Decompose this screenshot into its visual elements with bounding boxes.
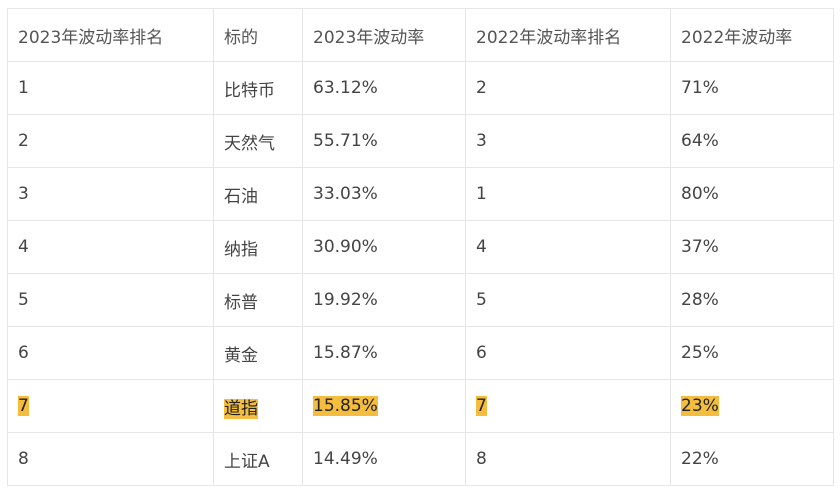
table-row: 4 纳指 30.90% 4 37% [7,220,834,274]
table-cell: 天然气 [213,114,303,168]
volatility-table: 2023年波动率排名 标的 2023年波动率 2022年波动率排名 2022年波动率 1… [7,8,834,486]
table-cell: 纳指 [213,220,303,274]
column-header: 2023年波动率排名 [7,8,214,62]
table-row: 8 上证A 14.49% 8 22% [7,432,834,486]
cell-text: 上证A [224,451,270,472]
cell-text: 8 [18,449,29,469]
cell-text: 3 [476,131,487,151]
cell-text: 纳指 [224,239,258,260]
cell-text: 19.92% [313,290,378,310]
cell-text: 黄金 [224,345,258,366]
cell-text: 6 [476,343,487,363]
cell-text: 37% [681,237,719,257]
cell-text: 4 [18,237,29,257]
table-row: 2 天然气 55.71% 3 64% [7,114,834,168]
cell-text: 2 [18,131,29,151]
table-cell: 黄金 [213,326,303,380]
table-cell: 3 [465,114,671,168]
cell-text: 天然气 [224,133,275,154]
cell-text: 64% [681,131,719,151]
table-cell: 道指 [213,379,303,433]
table-cell: 6 [7,326,214,380]
table-cell: 14.49% [302,432,466,486]
table-cell: 7 [465,379,671,433]
cell-text: 道指 [224,398,258,419]
table-cell: 28% [670,273,834,327]
column-header: 标的 [213,8,303,62]
table-cell: 4 [465,220,671,274]
table-cell: 25% [670,326,834,380]
cell-text: 比特币 [224,80,275,101]
column-header: 2022年波动率排名 [465,8,671,62]
table-cell: 19.92% [302,273,466,327]
table-cell: 37% [670,220,834,274]
cell-text: 63.12% [313,78,378,98]
cell-text: 石油 [224,186,258,207]
cell-text: 14.49% [313,449,378,469]
table-cell: 5 [465,273,671,327]
cell-text: 71% [681,78,719,98]
cell-text: 2 [476,78,487,98]
cell-text: 7 [476,396,487,416]
table-cell: 石油 [213,167,303,221]
table-row: 6 黄金 15.87% 6 25% [7,326,834,380]
column-header: 2023年波动率 [302,8,466,62]
table-cell: 3 [7,167,214,221]
table-cell: 55.71% [302,114,466,168]
table-cell: 64% [670,114,834,168]
table-cell: 30.90% [302,220,466,274]
cell-text: 22% [681,449,719,469]
table-row: 5 标普 19.92% 5 28% [7,273,834,327]
table-cell: 15.85% [302,379,466,433]
table-cell: 比特币 [213,61,303,115]
table-cell: 63.12% [302,61,466,115]
cell-text: 30.90% [313,237,378,257]
cell-text: 23% [681,396,719,416]
table-cell: 22% [670,432,834,486]
cell-text: 7 [18,396,29,416]
cell-text: 28% [681,290,719,310]
cell-text: 80% [681,184,719,204]
cell-text: 15.85% [313,396,378,416]
table-cell: 1 [7,61,214,115]
table-row: 3 石油 33.03% 1 80% [7,167,834,221]
cell-text: 8 [476,449,487,469]
cell-text: 55.71% [313,131,378,151]
cell-text: 3 [18,184,29,204]
table-cell: 8 [7,432,214,486]
cell-text: 4 [476,237,487,257]
table-cell: 7 [7,379,214,433]
table-cell: 1 [465,167,671,221]
cell-text: 15.87% [313,343,378,363]
cell-text: 6 [18,343,29,363]
table-cell: 6 [465,326,671,380]
table-cell: 23% [670,379,834,433]
cell-text: 标普 [224,292,258,313]
cell-text: 25% [681,343,719,363]
table-cell: 5 [7,273,214,327]
table-cell: 33.03% [302,167,466,221]
table-row: 1 比特币 63.12% 2 71% [7,61,834,115]
table-cell: 8 [465,432,671,486]
cell-text: 1 [476,184,487,204]
cell-text: 1 [18,78,29,98]
table-cell: 4 [7,220,214,274]
table-cell: 2 [7,114,214,168]
table-cell: 2 [465,61,671,115]
table-cell: 71% [670,61,834,115]
table-row: 7 道指 15.85% 7 23% [7,379,834,433]
table-cell: 上证A [213,432,303,486]
table-cell: 80% [670,167,834,221]
table-cell: 15.87% [302,326,466,380]
cell-text: 5 [18,290,29,310]
column-header: 2022年波动率 [670,8,834,62]
cell-text: 33.03% [313,184,378,204]
cell-text: 5 [476,290,487,310]
table-cell: 标普 [213,273,303,327]
